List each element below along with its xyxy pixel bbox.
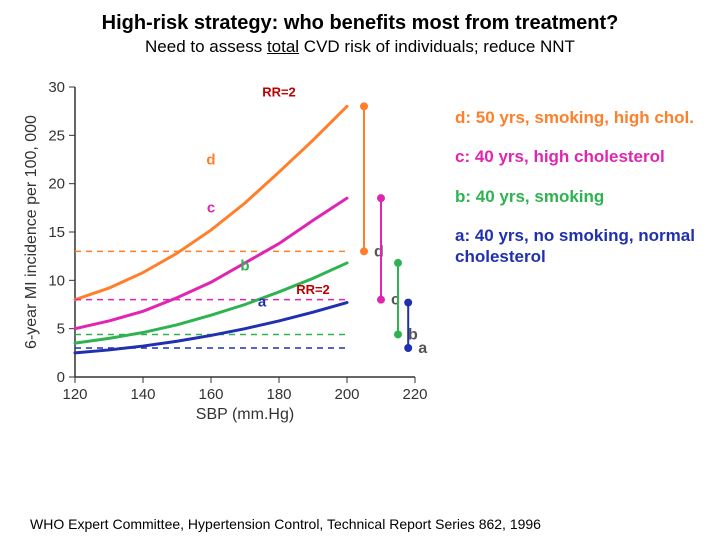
- legend-a: a: 40 yrs, no smoking, normal cholestero…: [455, 225, 695, 268]
- svg-text:d: d: [374, 243, 384, 260]
- svg-text:SBP (mm.Hg): SBP (mm.Hg): [196, 406, 294, 423]
- svg-text:b: b: [240, 258, 249, 275]
- subtitle-underline: total: [267, 37, 299, 56]
- chart-svg: 120 140 160 180 200 220 0 5 10 15 20 25 30 SBP (mm.Hg…: [20, 67, 440, 427]
- svg-text:c: c: [207, 200, 215, 217]
- legend-c: c: 40 yrs, high cholesterol: [455, 146, 695, 167]
- svg-text:140: 140: [130, 386, 155, 403]
- svg-text:180: 180: [266, 386, 291, 403]
- svg-text:a: a: [418, 340, 427, 357]
- footer-citation: WHO Expert Committee, Hypertension Contr…: [30, 516, 541, 532]
- svg-text:d: d: [206, 151, 215, 168]
- svg-text:30: 30: [48, 79, 65, 96]
- chart: 120 140 160 180 200 220 0 5 10 15 20 25 30 SBP (mm.Hg…: [20, 67, 440, 427]
- page-title: High-risk strategy: who benefits most fr…: [0, 12, 720, 35]
- legend-d: d: 50 yrs, smoking, high chol.: [455, 107, 695, 128]
- subtitle-suffix: CVD risk of individuals; reduce NNT: [299, 37, 575, 56]
- svg-text:6-year MI incidence per 100, 0: 6-year MI incidence per 100, 000: [23, 115, 40, 349]
- svg-text:5: 5: [57, 321, 65, 338]
- legend-b: b: 40 yrs, smoking: [455, 186, 695, 207]
- svg-text:0: 0: [57, 369, 65, 386]
- svg-text:b: b: [408, 326, 418, 343]
- svg-text:120: 120: [62, 386, 87, 403]
- subtitle-prefix: Need to assess: [145, 37, 267, 56]
- svg-text:10: 10: [48, 272, 65, 289]
- svg-text:220: 220: [402, 386, 427, 403]
- svg-text:a: a: [258, 293, 267, 310]
- svg-text:15: 15: [48, 224, 65, 241]
- svg-text:200: 200: [334, 386, 359, 403]
- svg-text:RR=2: RR=2: [296, 282, 330, 297]
- svg-text:RR=2: RR=2: [262, 85, 296, 100]
- svg-text:20: 20: [48, 176, 65, 193]
- svg-text:25: 25: [48, 127, 65, 144]
- legend: d: 50 yrs, smoking, high chol. c: 40 yrs…: [455, 107, 695, 285]
- page-subtitle: Need to assess total CVD risk of individ…: [0, 37, 720, 57]
- svg-text:160: 160: [198, 386, 223, 403]
